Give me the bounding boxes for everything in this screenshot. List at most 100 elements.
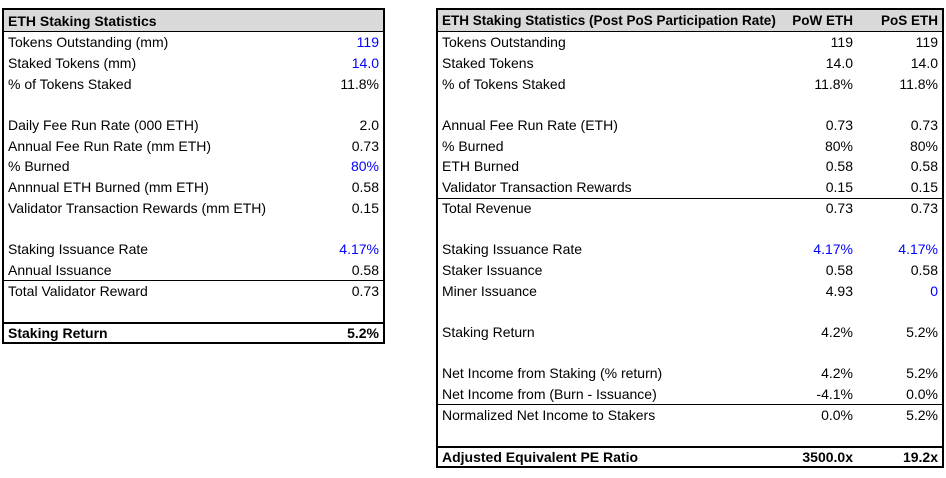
table-row: Miner Issuance 4.93 0: [438, 280, 942, 301]
cell-value: 0.15: [825, 179, 853, 196]
spacer-row: [438, 218, 942, 239]
left-table-header: ETH Staking Statistics: [4, 10, 383, 32]
cell-value: 119: [915, 34, 938, 51]
table-row: Validator Transaction Rewards (mm ETH) 0.…: [4, 198, 383, 219]
cell-value: 80%: [909, 137, 938, 154]
cell-value: 0.58: [825, 158, 853, 175]
cell-value: 5.2%: [347, 324, 379, 341]
right-table-title: ETH Staking Statistics (Post PoS Partici…: [442, 13, 776, 28]
right-table-rows: Tokens Outstanding 119 119 Staked Tokens 14.…: [438, 32, 942, 466]
row-label: Annual Fee Run Rate (mm ETH): [8, 137, 212, 154]
row-label: Validator Transaction Rewards (mm ETH): [8, 199, 267, 216]
spacer-row: [4, 94, 383, 115]
cell-value: 0.73: [910, 117, 938, 134]
row-label: ETH Burned: [442, 158, 520, 175]
cell-value: 3500.0x: [802, 449, 853, 466]
table-row: Total Validator Reward 0.73: [4, 280, 383, 301]
table-row: Daily Fee Run Rate (000 ETH) 2.0: [4, 115, 383, 136]
row-label: Staking Return: [8, 324, 108, 341]
row-label: % of Tokens Staked: [8, 75, 132, 92]
row-label: Staked Tokens: [442, 55, 534, 72]
cell-value: 11.8%: [340, 75, 379, 92]
cell-value: 0.73: [825, 117, 853, 134]
col-header-pow-eth: PoW ETH: [792, 13, 853, 28]
row-label: Staked Tokens (mm): [8, 55, 137, 72]
cell-value: 4.17%: [898, 241, 938, 258]
cell-value: 0.73: [910, 200, 938, 217]
cell-value: 5.2%: [906, 323, 938, 340]
cell-value: 4.17%: [813, 241, 853, 258]
cell-value: 5.2%: [906, 407, 938, 424]
spacer-row: [438, 301, 942, 322]
row-label: Validator Transaction Rewards: [442, 179, 632, 196]
row-label: Staking Return: [442, 323, 535, 340]
spacer-row: [4, 218, 383, 239]
row-label: Net Income from (Burn - Issuance): [442, 386, 657, 403]
row-label: Staking Issuance Rate: [442, 241, 583, 258]
row-label: Daily Fee Run Rate (000 ETH): [8, 117, 199, 134]
table-row: Annual Issuance 0.58: [4, 260, 383, 281]
cell-value: 0.15: [910, 179, 938, 196]
table-row: ETH Burned 0.58 0.58: [438, 156, 942, 177]
table-row: Staked Tokens (mm) 14.0: [4, 53, 383, 74]
cell-value: 4.93: [825, 282, 853, 299]
cell-value: 4.17%: [339, 241, 379, 258]
table-row: Annual Fee Run Rate (ETH) 0.73 0.73: [438, 115, 942, 136]
spacer-row: [438, 94, 942, 115]
cell-value: 0.0%: [821, 407, 853, 424]
table-row: % Burned 80% 80%: [438, 135, 942, 156]
table-row: Tokens Outstanding (mm) 119: [4, 32, 383, 53]
cell-value: 0.73: [351, 137, 379, 154]
row-label: Annnual ETH Burned (mm ETH): [8, 179, 209, 196]
table-row: Annual Fee Run Rate (mm ETH) 0.73: [4, 135, 383, 156]
eth-staking-post-pos-table: ETH Staking Statistics (Post PoS Partici…: [436, 8, 944, 469]
row-label: Net Income from Staking (% return): [442, 365, 663, 382]
cell-value: 14.0: [351, 55, 379, 72]
row-label: % Burned: [8, 158, 70, 175]
cell-value: 14.0: [825, 55, 853, 72]
table-row: % of Tokens Staked 11.8% 11.8%: [438, 73, 942, 94]
spacer-row: [438, 425, 942, 446]
cell-value: 119: [830, 34, 853, 51]
table-row: Net Income from (Burn - Issuance) -4.1% 0.…: [438, 384, 942, 405]
table-row: Staking Return 4.2% 5.2%: [438, 322, 942, 343]
cell-value: 0: [930, 282, 938, 299]
row-label: Annual Fee Run Rate (ETH): [442, 117, 618, 134]
table-row: Staking Issuance Rate 4.17%: [4, 239, 383, 260]
table-row: Annnual ETH Burned (mm ETH) 0.58: [4, 177, 383, 198]
cell-value: 0.58: [351, 261, 379, 278]
cell-value: 0.58: [910, 261, 938, 278]
cell-value: 80%: [350, 158, 379, 175]
col-header-pos-eth: PoS ETH: [880, 13, 938, 28]
row-label: Tokens Outstanding: [442, 34, 566, 51]
left-table-title: ETH Staking Statistics: [8, 12, 157, 29]
cell-value: 19.2x: [902, 449, 938, 466]
table-row: Total Revenue 0.73 0.73: [438, 197, 942, 219]
table-row: Adjusted Equivalent PE Ratio 3500.0x 19.2x: [438, 445, 942, 467]
row-label: Staking Issuance Rate: [8, 241, 149, 258]
cell-value: 5.2%: [906, 365, 938, 382]
cell-value: 11.8%: [814, 75, 853, 92]
row-label: Adjusted Equivalent PE Ratio: [442, 449, 639, 466]
table-row: Staked Tokens 14.0 14.0: [438, 53, 942, 74]
row-label: Normalized Net Income to Stakers: [442, 407, 656, 424]
table-row: Normalized Net Income to Stakers 0.0% 5.2%: [438, 404, 942, 425]
cell-value: 0.73: [351, 283, 379, 300]
row-label: Staker Issuance: [442, 261, 543, 278]
cell-value: 4.2%: [821, 323, 853, 340]
cell-value: 14.0: [910, 55, 938, 72]
row-label: % Burned: [442, 137, 504, 154]
row-label: Annual Issuance: [8, 261, 112, 278]
cell-value: 0.73: [825, 200, 853, 217]
left-table-rows: Tokens Outstanding (mm) 119 Staked Tokens …: [4, 32, 383, 342]
row-label: Total Revenue: [442, 200, 532, 217]
cell-value: 80%: [824, 137, 853, 154]
cell-value: 119: [356, 34, 379, 51]
row-label: Tokens Outstanding (mm): [8, 34, 169, 51]
cell-value: 4.2%: [821, 365, 853, 382]
table-row: % of Tokens Staked 11.8%: [4, 73, 383, 94]
table-row: Validator Transaction Rewards 0.15 0.15: [438, 177, 942, 198]
cell-value: 0.58: [910, 158, 938, 175]
table-row: Staking Return 5.2%: [4, 321, 383, 343]
cell-value: 11.8%: [899, 75, 938, 92]
